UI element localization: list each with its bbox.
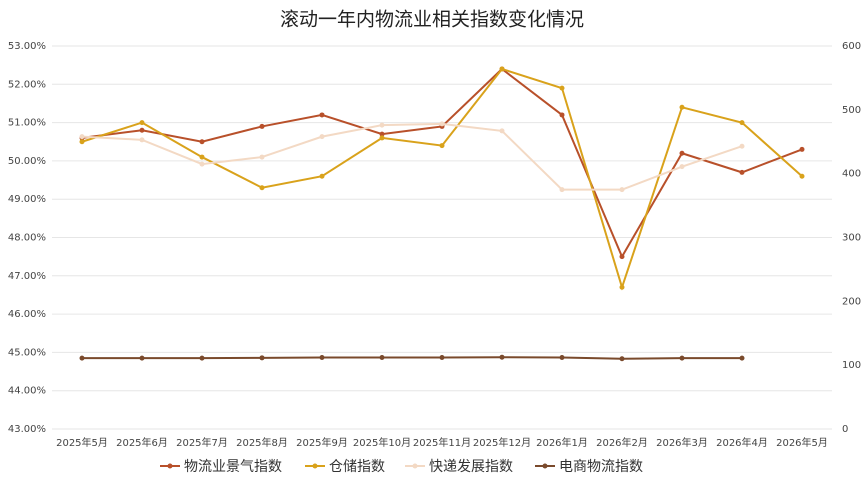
x-tick-label: 2026年2月 [596,436,648,449]
legend-text: 物流业景气指数 [184,459,282,475]
legend-marker [412,463,418,469]
y2-tick-label: 100 [842,360,861,371]
x-tick-label: 2025年10月 [353,436,411,449]
point [379,131,385,137]
x-tick-label: 2026年4月 [716,436,768,449]
point [799,146,805,152]
x-tick-label: 2025年9月 [296,436,348,449]
chart-title: 滚动一年内物流业相关指数变化情况 [280,9,584,31]
point [739,143,745,149]
point [679,104,685,110]
point [319,134,325,140]
point [619,254,625,260]
point [379,135,385,141]
point [559,355,565,361]
point [319,173,325,179]
point [799,173,805,179]
point [139,127,145,133]
point [319,112,325,118]
y2-tick-label: 300 [842,233,861,244]
series-line [81,122,743,191]
y-tick-label: 53.00% [8,41,46,52]
point [259,355,265,361]
y-tick-label: 52.00% [8,79,46,90]
y-tick-label: 51.00% [8,118,46,129]
point [679,355,685,361]
y-tick-label: 47.00% [8,271,46,282]
y2-tick-label: 600 [842,41,861,52]
legend-text: 快递发展指数 [429,459,513,475]
y2-tick-label: 200 [842,296,861,307]
point [79,139,85,145]
legend-item: 物流业景气指数 [160,459,282,475]
point [139,120,145,126]
point [739,169,745,175]
y-tick-label: 44.00% [8,386,46,397]
point [559,85,565,91]
point [259,185,265,191]
legend-marker [542,463,548,469]
point [259,123,265,129]
x-tick-label: 2025年7月 [176,436,228,449]
point [499,354,505,360]
point [319,355,325,361]
series-line [81,67,803,291]
point [619,356,625,362]
legend-item: 快递发展指数 [405,459,513,475]
point [499,128,505,134]
legend-marker [312,463,318,469]
x-tick-label: 2025年5月 [56,436,108,449]
legend-text: 仓储指数 [329,459,385,475]
point [439,121,445,127]
point [379,355,385,361]
point [559,112,565,118]
x-tick-label: 2025年8月 [236,436,288,449]
point [199,139,205,145]
point [139,137,145,143]
x-tick-label: 2025年6月 [116,436,168,449]
y2-tick-label: 500 [842,105,861,116]
point [739,355,745,361]
point [439,143,445,149]
point [559,187,565,193]
point [139,355,145,361]
y-tick-label: 48.00% [8,233,46,244]
legend-text: 电商物流指数 [559,459,643,475]
point [679,164,685,170]
y-tick-label: 49.00% [8,194,46,205]
point [79,134,85,140]
point [79,355,85,361]
y-tick-label: 46.00% [8,309,46,320]
legend-item: 仓储指数 [305,459,385,475]
y2-tick-label: 400 [842,169,861,180]
y-tick-label: 43.00% [8,424,46,435]
point [199,154,205,160]
point [619,187,625,193]
y-tick-label: 50.00% [8,156,46,167]
point [499,66,505,72]
x-tick-label: 2026年3月 [656,436,708,449]
point [199,355,205,361]
x-tick-label: 2025年12月 [473,436,531,449]
y-tick-label: 45.00% [8,347,46,358]
legend-marker [167,463,173,469]
legend-item: 电商物流指数 [535,459,643,475]
x-tick-label: 2025年11月 [413,436,471,449]
point [439,355,445,361]
point [379,122,385,128]
point [199,161,205,167]
point [679,150,685,156]
y2-tick-label: 0 [842,424,848,435]
series-line [82,356,742,360]
point [619,284,625,290]
point [259,154,265,160]
x-tick-label: 2026年1月 [536,436,588,449]
x-tick-label: 2026年5月 [776,436,828,449]
point [739,120,745,126]
